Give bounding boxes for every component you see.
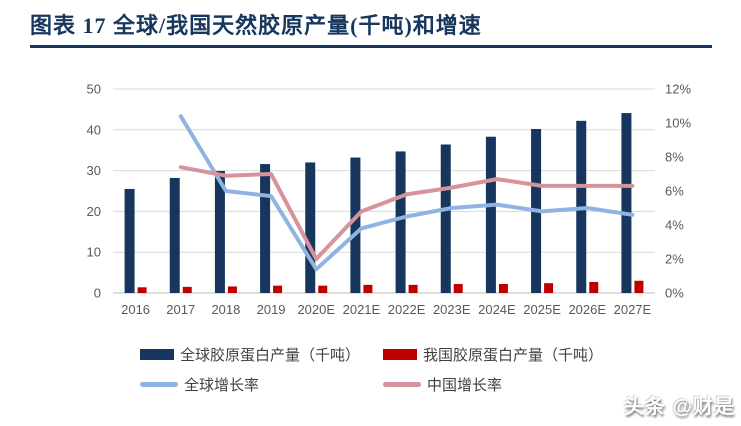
bar-china-production-2020E	[318, 285, 328, 293]
bar-china-production-2018	[227, 286, 237, 293]
legend-label-china-production: 我国胶原蛋白产量（千吨）	[423, 346, 604, 364]
bar-global-production-2022E	[395, 151, 406, 293]
bar-china-production-2027E	[634, 280, 644, 293]
legend-label-global-growth: 全球增长率	[184, 376, 260, 394]
title-divider	[30, 45, 712, 48]
bar-global-production-2019	[260, 164, 271, 293]
left-axis-tick-label: 0	[94, 286, 101, 301]
right-axis-tick-label: 6%	[665, 184, 684, 199]
bar-global-production-2020E	[305, 162, 316, 293]
x-axis-label-2024E: 2024E	[478, 302, 516, 317]
bar-china-production-2016	[137, 287, 147, 293]
x-axis-label-2018: 2018	[211, 302, 240, 317]
x-axis-label-2023E: 2023E	[433, 302, 471, 317]
bar-china-production-2022E	[408, 284, 418, 293]
left-axis-tick-label: 50	[87, 82, 101, 97]
legend-label-china-growth: 中国增长率	[427, 376, 503, 394]
legend-label-global-production: 全球胶原蛋白产量（千吨）	[180, 346, 361, 364]
right-axis-tick-label: 0%	[665, 286, 684, 301]
bar-global-production-2018	[214, 171, 225, 293]
x-axis-label-2026E: 2026E	[568, 302, 606, 317]
bar-global-production-2024E	[485, 136, 496, 293]
line-global-growth	[178, 114, 635, 272]
legend-swatch-china-growth-icon	[383, 381, 421, 387]
x-axis-label-2021E: 2021E	[343, 302, 381, 317]
left-axis-tick-label: 40	[87, 122, 101, 137]
bar-china-production-2025E	[544, 283, 554, 293]
legend-swatch-china-production-icon	[383, 348, 417, 360]
combo-chart: 0 10 20 30 40 50 0% 2% 4% 6% 8% 10% 12% 2016 2017 2018 2…	[87, 82, 692, 318]
bar-global-production-2023E	[440, 144, 451, 293]
legend-swatch-global-production-icon	[140, 348, 174, 360]
right-axis-tick-label: 8%	[665, 150, 684, 165]
x-axis-label-2025E: 2025E	[523, 302, 561, 317]
bar-global-production-2016	[124, 188, 135, 293]
bar-global-production-2017	[169, 177, 180, 293]
legend-item-global-growth: 全球增长率	[140, 375, 260, 394]
bar-china-production-2024E	[498, 284, 508, 293]
bar-china-production-2019	[273, 285, 283, 293]
bar-china-production-2023E	[453, 284, 463, 293]
bar-global-production-2021E	[350, 157, 361, 293]
chart-area: 0 10 20 30 40 50 0% 2% 4% 6% 8% 10% 12% 2016 2017 2018 2…	[60, 72, 720, 330]
left-axis-tick-label: 20	[87, 204, 101, 219]
left-axis-tick-label: 30	[87, 163, 101, 178]
line-china-growth	[178, 165, 635, 261]
right-axis-tick-label: 12%	[665, 82, 691, 97]
bar-china-production-2021E	[363, 284, 373, 293]
bar-china-production-2026E	[589, 281, 599, 293]
x-axis-label-2020E: 2020E	[297, 302, 335, 317]
legend-item-china-production: 我国胶原蛋白产量（千吨）	[383, 345, 604, 364]
legend-item-global-production: 全球胶原蛋白产量（千吨）	[140, 345, 361, 364]
x-axis-label-2016: 2016	[121, 302, 150, 317]
left-axis-tick-label: 10	[87, 245, 101, 260]
chart-title: 图表 17 全球/我国天然胶原产量(千吨)和增速	[30, 13, 482, 38]
x-axis-label-2022E: 2022E	[388, 302, 426, 317]
bar-china-production-2017	[182, 286, 192, 293]
right-axis-tick-label: 2%	[665, 252, 684, 267]
x-axis-label-2017: 2017	[166, 302, 195, 317]
right-axis-tick-label: 4%	[665, 218, 684, 233]
bar-global-production-2027E	[621, 113, 632, 294]
right-axis-tick-label: 10%	[665, 116, 691, 131]
legend-item-china-growth: 中国增长率	[383, 375, 503, 394]
watermark: 头条 @财是	[623, 396, 735, 418]
x-axis-label-2019: 2019	[257, 302, 286, 317]
legend-swatch-global-growth-icon	[140, 381, 178, 387]
x-axis-label-2027E: 2027E	[614, 302, 652, 317]
